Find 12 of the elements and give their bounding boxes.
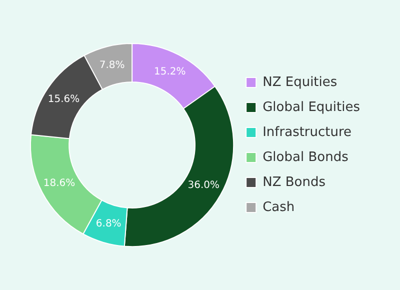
legend-label: Global Equities [262, 100, 360, 115]
data-label: 7.8% [99, 60, 125, 71]
data-label: 6.8% [96, 218, 122, 230]
data-label: 18.6% [43, 178, 76, 189]
legend-label: Global Bonds [262, 150, 349, 165]
data-label: 15.2% [154, 66, 186, 78]
legend-label: Cash [262, 200, 295, 215]
legend-label: NZ Equities [262, 74, 338, 90]
legend-label: Infrastructure [262, 124, 352, 140]
legend-label: NZ Bonds [262, 174, 326, 190]
data-label: 36.0% [188, 180, 220, 192]
data-label: 15.6% [48, 94, 80, 105]
